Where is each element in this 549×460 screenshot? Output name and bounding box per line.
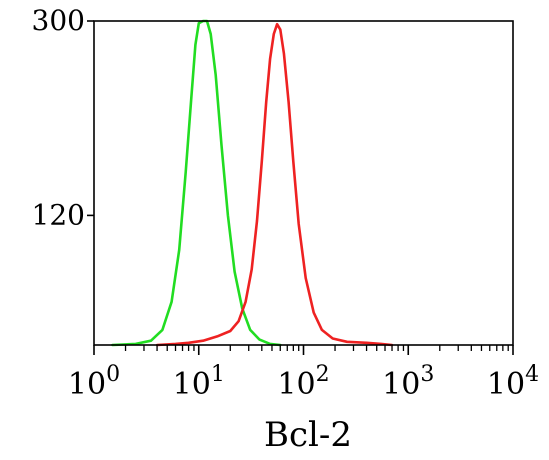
- x-tick-label-1: 101: [173, 362, 225, 402]
- y-tick-label-300: 300: [32, 4, 85, 37]
- x-tick-label-0: 100: [68, 362, 120, 402]
- histogram-series-1: [111, 19, 282, 347]
- histogram-series-2: [155, 22, 394, 347]
- plot-frame: [93, 20, 514, 346]
- x-axis-label: Bcl-2: [264, 415, 352, 455]
- y-tick-label-120: 120: [32, 198, 85, 231]
- plot-area: [111, 19, 394, 347]
- x-tick-label-4: 104: [487, 362, 539, 402]
- x-tick-label-2: 102: [277, 362, 329, 402]
- axes: 120 300 100 101 102 103 104: [32, 4, 540, 402]
- x-tick-label-3: 103: [382, 362, 434, 402]
